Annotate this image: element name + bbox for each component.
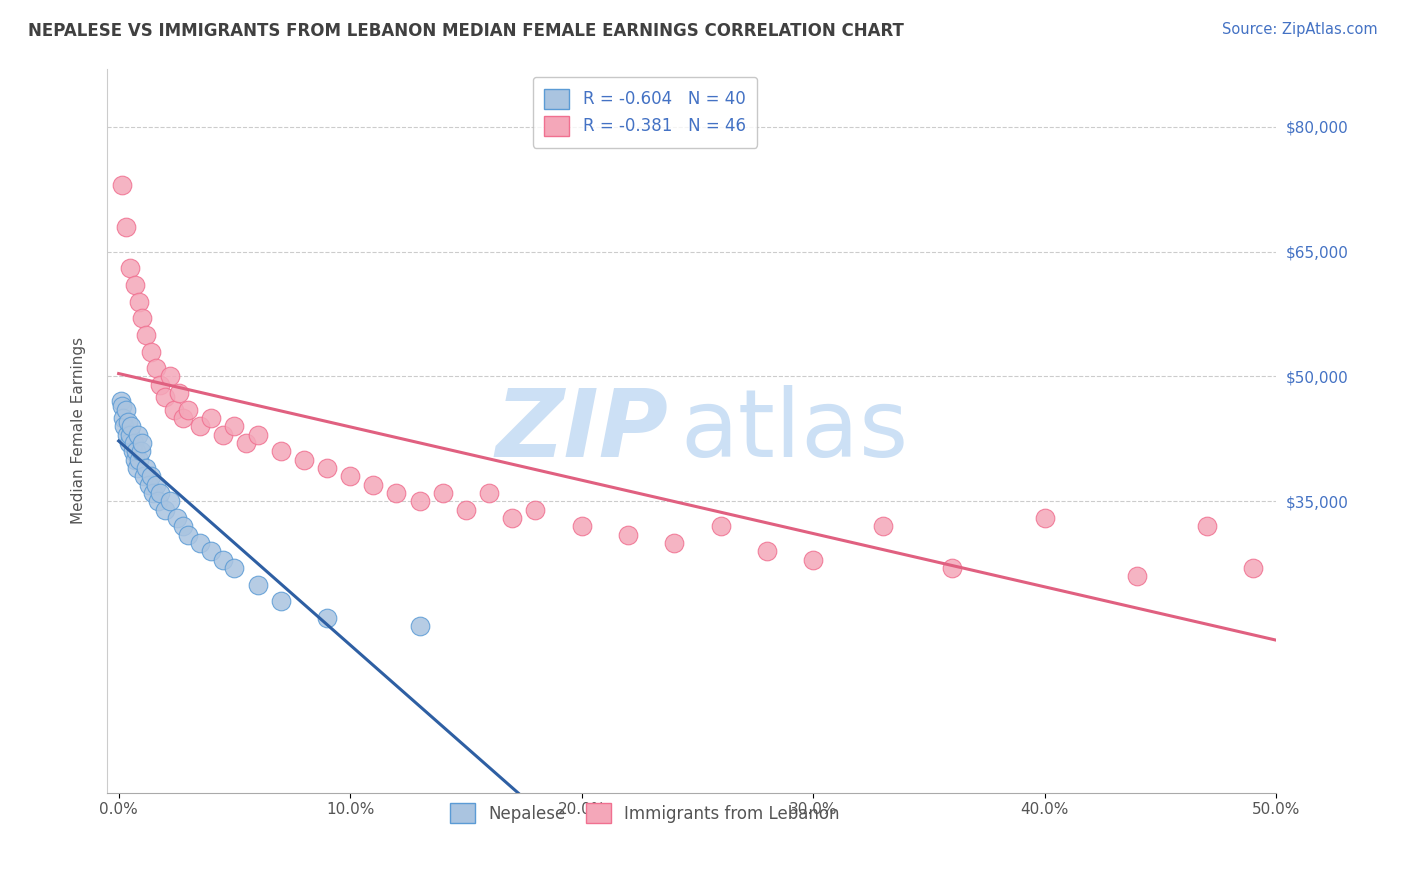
Point — [128, 294, 150, 309]
Point — [159, 369, 181, 384]
Point — [135, 461, 157, 475]
Point — [127, 461, 149, 475]
Point — [118, 436, 141, 450]
Point — [235, 436, 257, 450]
Point — [385, 486, 408, 500]
Point — [177, 402, 200, 417]
Point — [145, 477, 167, 491]
Point — [163, 402, 186, 417]
Point — [153, 502, 176, 516]
Point — [110, 394, 132, 409]
Point — [200, 544, 222, 558]
Point — [120, 427, 142, 442]
Point — [111, 399, 134, 413]
Point — [1195, 519, 1218, 533]
Point — [117, 415, 139, 429]
Point — [125, 444, 148, 458]
Point — [224, 419, 246, 434]
Point — [408, 619, 430, 633]
Point — [124, 452, 146, 467]
Point — [432, 486, 454, 500]
Point — [872, 519, 894, 533]
Point — [617, 527, 640, 541]
Point — [292, 452, 315, 467]
Point — [478, 486, 501, 500]
Legend: Nepalese, Immigrants from Lebanon: Nepalese, Immigrants from Lebanon — [439, 791, 851, 835]
Point — [270, 594, 292, 608]
Text: ZIP: ZIP — [495, 384, 668, 476]
Point — [172, 411, 194, 425]
Point — [224, 561, 246, 575]
Point — [408, 494, 430, 508]
Point — [114, 402, 136, 417]
Point — [755, 544, 778, 558]
Text: atlas: atlas — [681, 384, 908, 476]
Point — [120, 261, 142, 276]
Point — [316, 461, 339, 475]
Text: Source: ZipAtlas.com: Source: ZipAtlas.com — [1222, 22, 1378, 37]
Point — [801, 552, 824, 566]
Point — [124, 277, 146, 292]
Point — [454, 502, 477, 516]
Point — [131, 311, 153, 326]
Point — [139, 344, 162, 359]
Point — [127, 427, 149, 442]
Point — [139, 469, 162, 483]
Point — [138, 477, 160, 491]
Point — [246, 577, 269, 591]
Point — [149, 486, 172, 500]
Point — [134, 469, 156, 483]
Point — [363, 477, 385, 491]
Point — [115, 427, 138, 442]
Point — [211, 427, 233, 442]
Point — [114, 419, 136, 434]
Point — [339, 469, 361, 483]
Point — [941, 561, 963, 575]
Point — [524, 502, 547, 516]
Point — [167, 386, 190, 401]
Point — [135, 327, 157, 342]
Point — [122, 436, 145, 450]
Point — [316, 611, 339, 625]
Point — [129, 444, 152, 458]
Point — [188, 536, 211, 550]
Point — [571, 519, 593, 533]
Point — [159, 494, 181, 508]
Point — [246, 427, 269, 442]
Point — [177, 527, 200, 541]
Y-axis label: Median Female Earnings: Median Female Earnings — [72, 337, 86, 524]
Point — [146, 494, 169, 508]
Point — [188, 419, 211, 434]
Point — [142, 486, 165, 500]
Point — [149, 377, 172, 392]
Point — [270, 444, 292, 458]
Point — [172, 519, 194, 533]
Point — [114, 219, 136, 234]
Point — [121, 444, 143, 458]
Point — [131, 436, 153, 450]
Point — [128, 452, 150, 467]
Point — [1033, 511, 1056, 525]
Point — [211, 552, 233, 566]
Point — [710, 519, 733, 533]
Point — [501, 511, 523, 525]
Point — [111, 178, 134, 192]
Point — [1241, 561, 1264, 575]
Point — [664, 536, 686, 550]
Text: NEPALESE VS IMMIGRANTS FROM LEBANON MEDIAN FEMALE EARNINGS CORRELATION CHART: NEPALESE VS IMMIGRANTS FROM LEBANON MEDI… — [28, 22, 904, 40]
Point — [120, 419, 142, 434]
Point — [145, 361, 167, 376]
Point — [200, 411, 222, 425]
Point — [1126, 569, 1149, 583]
Point — [112, 411, 135, 425]
Point — [166, 511, 188, 525]
Point — [153, 390, 176, 404]
